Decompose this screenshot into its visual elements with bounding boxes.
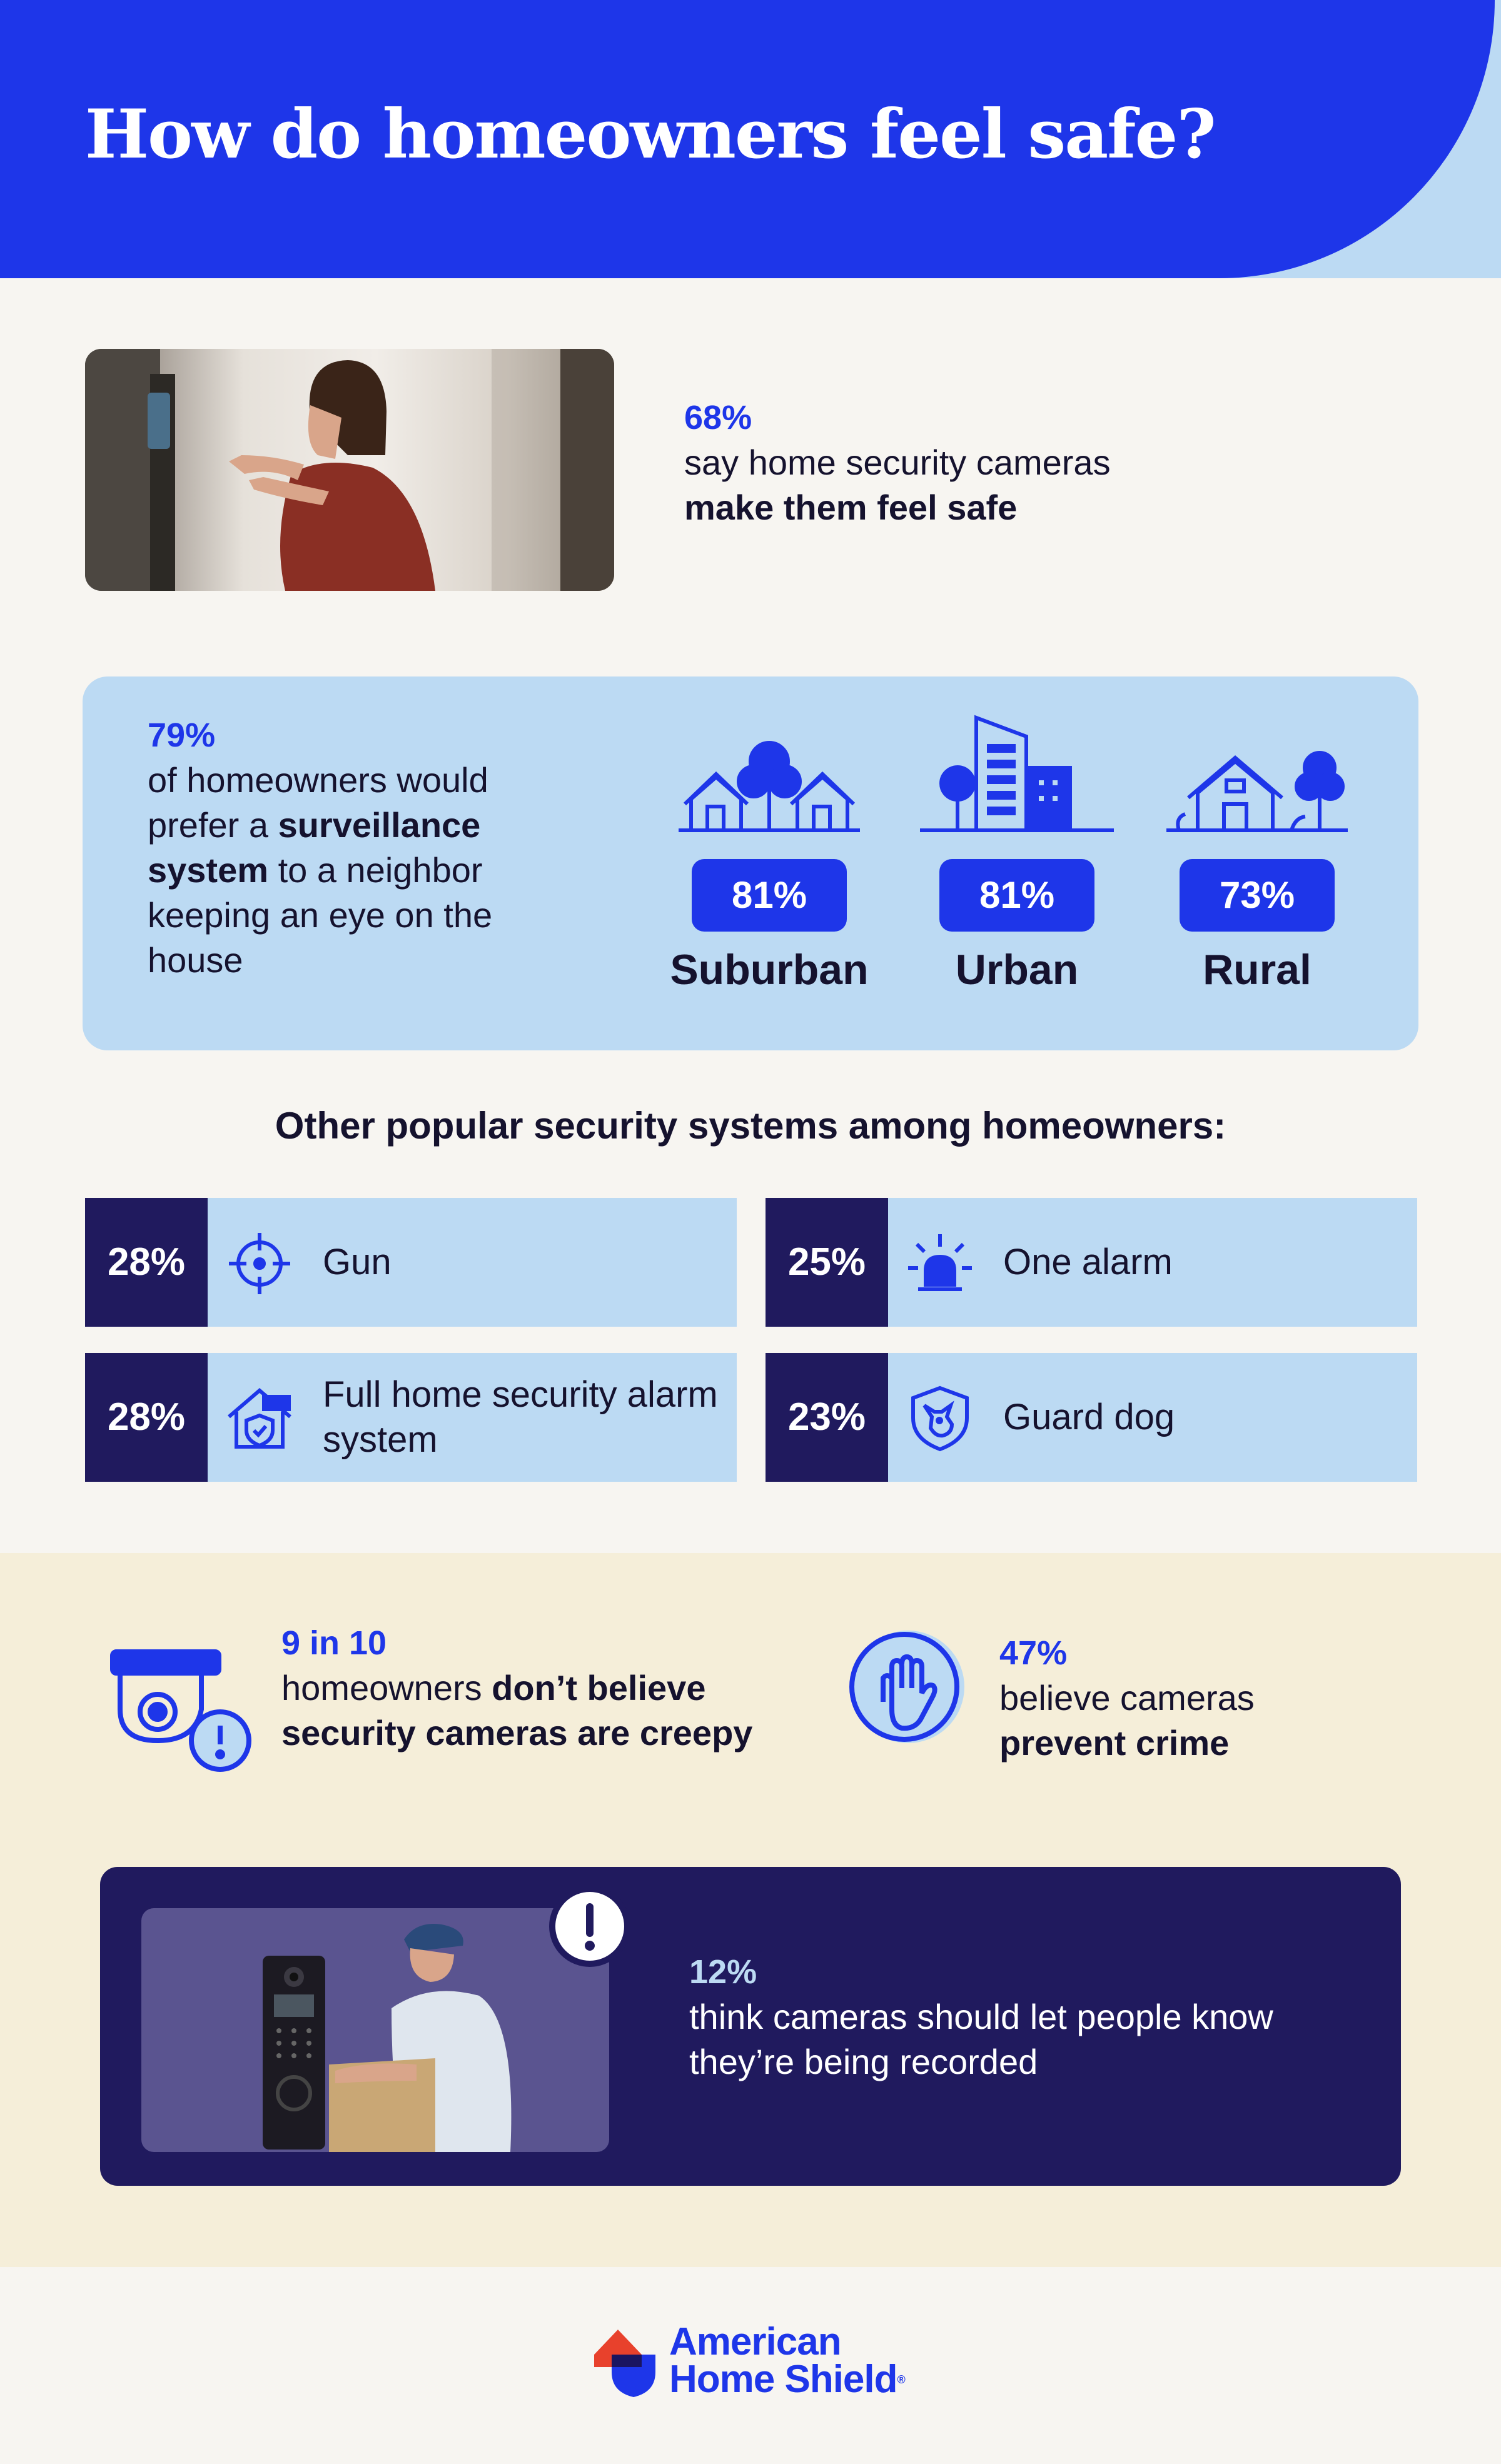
area-urban: 81% Urban — [917, 715, 1117, 994]
other-systems-title: Other popular security systems among hom… — [275, 1105, 1226, 1147]
stat-prevent-crime: 47% believe cameras prevent crime — [999, 1631, 1437, 1766]
system-gun-value: 28% — [85, 1198, 208, 1327]
system-card-guard-dog: 23% Guard dog — [766, 1353, 1417, 1482]
suburban-houses-icon — [679, 741, 860, 832]
system-guard-dog-label: Guard dog — [1003, 1397, 1175, 1437]
system-alarm-label: One alarm — [1003, 1242, 1173, 1282]
stat-not-creepy-text-a: homeowners — [281, 1668, 492, 1707]
system-full-home-value: 28% — [85, 1353, 208, 1482]
stat-surveillance: 79% of homeowners would prefer a surveil… — [148, 713, 573, 983]
suburban-label: Suburban — [670, 946, 869, 993]
security-camera-icon — [110, 1649, 251, 1772]
stat-cameras-line2: make them feel safe — [684, 488, 1018, 527]
rural-label: Rural — [1203, 946, 1311, 993]
logo-line2-text: Home Shield — [669, 2358, 898, 2401]
alert-icon — [549, 1886, 630, 1967]
beige-section: 9 in 10 homeowners don’t believe securit… — [0, 1553, 1501, 2267]
header-banner — [0, 0, 1495, 278]
urban-label: Urban — [955, 946, 1079, 993]
urban-value: 81% — [939, 859, 1094, 932]
home-shield-icon — [228, 1388, 291, 1449]
stat-not-creepy-text: homeowners don’t believe security camera… — [281, 1666, 769, 1756]
stat-not-creepy-value: 9 in 10 — [281, 1624, 387, 1662]
area-rural: 73% Rural — [1157, 737, 1357, 994]
stat-recorded-value: 12% — [689, 1953, 757, 1991]
stat-prevent-value: 47% — [999, 1634, 1068, 1672]
system-card-alarm: 25% One alarm — [766, 1198, 1417, 1327]
rural-house-icon — [1166, 751, 1348, 832]
urban-buildings-icon — [920, 715, 1114, 832]
surveillance-panel: 79% of homeowners would prefer a surveil… — [83, 676, 1418, 1050]
stat-cameras-value: 68% — [684, 399, 752, 436]
stat-surveillance-text-c: to a neighbor keeping an eye on the hous… — [148, 850, 493, 980]
delivery-doorbell-photo — [141, 1908, 609, 2152]
recorded-card: 12% think cameras should let people know… — [100, 1867, 1401, 2186]
crosshair-icon — [229, 1233, 290, 1294]
stat-surveillance-text: of homeowners would prefer a surveillanc… — [148, 758, 573, 983]
logo-text: American Home Shield® — [669, 2320, 906, 2401]
stat-recorded-text: think cameras should let people know the… — [689, 1997, 1273, 2081]
area-suburban: 81% Suburban — [669, 737, 869, 994]
system-card-full-home: 28% Full home security alarm system — [85, 1353, 737, 1482]
system-alarm-value: 25% — [766, 1198, 888, 1327]
registered-mark: ® — [897, 2373, 906, 2386]
page-title: How do homeowners feel safe? — [85, 95, 1216, 174]
system-gun-label: Gun — [323, 1242, 392, 1282]
stat-prevent-line1: believe cameras — [999, 1678, 1255, 1717]
alarm-siren-icon — [908, 1234, 972, 1291]
logo-line1: American — [669, 2320, 842, 2363]
stat-surveillance-value: 79% — [148, 717, 216, 754]
rural-value: 73% — [1180, 859, 1335, 932]
guard-dog-icon — [911, 1385, 969, 1452]
logo-line2: Home Shield® — [669, 2358, 906, 2401]
logo-mark-icon — [594, 2330, 655, 2397]
stat-surveillance-text-b: surveillance system — [148, 805, 481, 890]
stat-surveillance-text-a: of homeowners would prefer a — [148, 760, 488, 845]
suburban-value: 81% — [692, 859, 847, 932]
stop-hand-icon — [849, 1631, 964, 1743]
system-guard-dog-value: 23% — [766, 1353, 888, 1482]
stat-not-creepy: 9 in 10 homeowners don’t believe securit… — [281, 1621, 769, 1756]
stat-not-creepy-text-b: don’t believe security cameras are creep… — [281, 1668, 753, 1752]
woman-keypad-photo — [85, 349, 614, 591]
stat-cameras-feel-safe: 68% say home security cameras make them … — [684, 395, 1122, 530]
stat-prevent-line2: prevent crime — [999, 1723, 1230, 1763]
system-full-home-label: Full home security alarm system — [323, 1374, 718, 1460]
header: How do homeowners feel safe? — [0, 0, 1501, 278]
stat-recorded: 12% think cameras should let people know… — [689, 1949, 1346, 2084]
system-card-gun: 28% Gun — [85, 1198, 737, 1327]
stat-cameras-line1: say home security cameras — [684, 443, 1111, 482]
